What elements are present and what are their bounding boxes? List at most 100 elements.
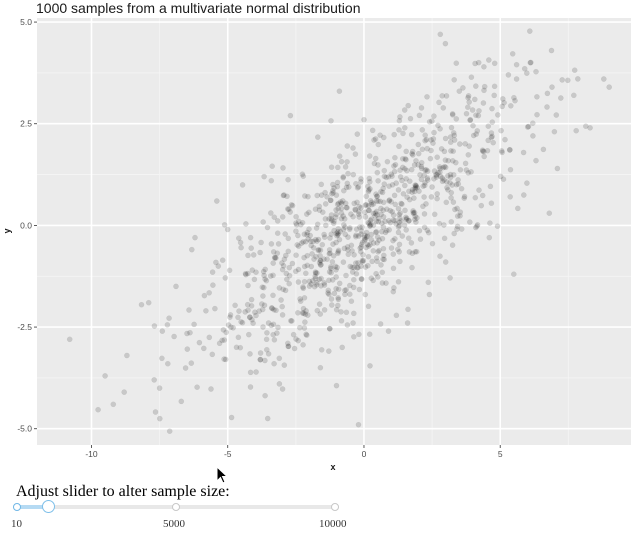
data-point [151, 323, 158, 329]
data-point [372, 136, 379, 142]
data-point [442, 259, 449, 265]
data-point [461, 193, 468, 200]
data-point [349, 269, 356, 275]
data-point [228, 324, 234, 331]
data-point [372, 229, 379, 236]
data-point [221, 337, 228, 343]
data-point [382, 218, 388, 225]
data-point [442, 40, 449, 47]
data-point [351, 251, 357, 258]
data-point [384, 158, 391, 165]
data-point [328, 296, 335, 302]
data-point [375, 215, 382, 222]
data-point [465, 151, 472, 158]
data-point [391, 168, 398, 175]
data-point [371, 137, 377, 143]
data-point [362, 264, 369, 270]
data-point [258, 301, 265, 307]
data-point [325, 348, 332, 354]
data-point [262, 357, 268, 364]
data-point [247, 314, 253, 321]
data-point [339, 198, 346, 204]
data-point [409, 264, 415, 271]
data-point [480, 148, 487, 155]
data-point [335, 296, 342, 303]
data-point [466, 219, 473, 225]
data-point [360, 257, 367, 264]
data-point [344, 204, 350, 211]
data-point [375, 177, 381, 184]
data-point [383, 227, 390, 234]
data-point [474, 128, 481, 134]
data-point [363, 201, 370, 208]
data-point [352, 206, 358, 213]
data-point [365, 202, 372, 209]
data-point [298, 240, 305, 246]
data-point [380, 252, 387, 259]
slider-stop-min [13, 503, 21, 511]
data-point [259, 284, 266, 291]
data-point [206, 289, 212, 296]
data-point [339, 344, 346, 351]
data-point [412, 213, 419, 220]
data-point [282, 252, 289, 259]
data-point [396, 248, 403, 255]
data-point [306, 209, 312, 216]
data-point [448, 218, 455, 225]
data-point [321, 307, 328, 313]
data-point [279, 266, 286, 273]
data-point [288, 318, 295, 324]
data-point [380, 213, 387, 220]
data-point [334, 201, 341, 208]
data-point [424, 168, 431, 174]
data-point [379, 189, 386, 196]
data-point [348, 298, 355, 305]
data-point [469, 107, 476, 113]
data-point [434, 191, 441, 197]
data-point [359, 258, 366, 265]
data-point [454, 205, 460, 212]
data-point [253, 369, 259, 375]
data-point [481, 64, 487, 70]
data-point [418, 176, 425, 183]
data-point [551, 128, 558, 135]
data-point [370, 247, 377, 254]
data-point [334, 164, 341, 171]
data-point [392, 154, 398, 161]
data-point [470, 132, 477, 139]
slider-handle[interactable] [42, 500, 55, 513]
data-point [447, 174, 454, 181]
data-point [238, 318, 244, 325]
data-point [367, 186, 373, 192]
data-point [553, 112, 560, 118]
data-point [209, 269, 216, 275]
data-point [219, 257, 226, 264]
data-point [343, 184, 350, 191]
data-point [338, 317, 345, 324]
data-point [373, 198, 380, 204]
data-point [286, 264, 293, 271]
data-point [346, 291, 353, 298]
data-point [200, 345, 207, 352]
data-point [392, 161, 399, 168]
data-point [293, 336, 299, 342]
data-point [313, 281, 320, 288]
data-point [261, 173, 267, 180]
data-point [395, 278, 402, 285]
sample-size-slider[interactable] [10, 498, 350, 518]
data-point [260, 293, 266, 299]
data-point [121, 389, 127, 395]
data-point [475, 59, 482, 66]
data-point [263, 277, 270, 284]
data-point [297, 221, 304, 228]
data-point [406, 249, 413, 255]
data-point [304, 262, 311, 269]
data-point [491, 83, 498, 90]
data-point [245, 270, 251, 277]
data-point [264, 329, 270, 336]
data-point [340, 173, 347, 180]
data-point [464, 104, 471, 110]
data-point [606, 84, 613, 90]
data-point [248, 245, 254, 251]
data-point [380, 224, 387, 230]
